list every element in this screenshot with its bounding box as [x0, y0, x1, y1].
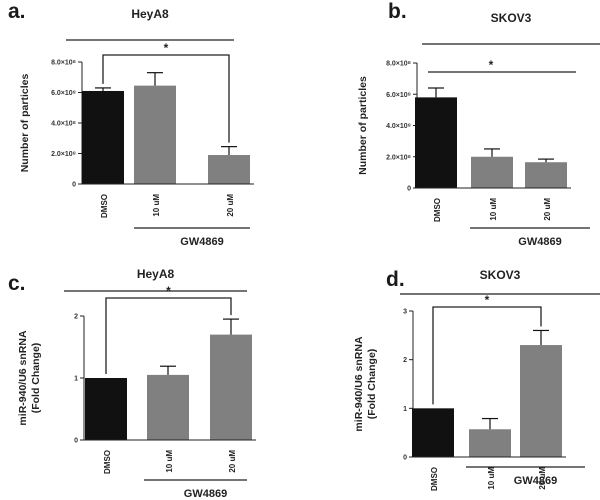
y-axis-label: (Fold Change) [30, 343, 42, 414]
chart-panel-3: d. SKOV3 0 1 2 3 miR-940/U6 snRNA (Fold Change)… [353, 268, 600, 491]
category-label: 20 uM [538, 467, 547, 490]
y-tick-label: 3 [403, 309, 407, 316]
chart-title: SKOV3 [491, 11, 532, 25]
y-tick-label: 2.0×10⁸ [386, 154, 411, 161]
bar-10-um [147, 374, 189, 440]
category-label: 10 uM [165, 450, 174, 473]
group-label: GW4869 [514, 475, 557, 487]
y-tick-label: 8.0×10⁸ [51, 60, 76, 67]
bar-20-um [525, 162, 567, 188]
bar-20-um [520, 345, 562, 457]
bar-dmso [415, 97, 457, 188]
group-label: GW4869 [184, 488, 227, 500]
category-label: DMSO [433, 198, 442, 222]
significance-mark: * [485, 293, 490, 307]
bar-dmso [82, 90, 124, 184]
y-axis-label: Number of particles [19, 74, 31, 173]
y-tick-label: 4.0×10⁸ [386, 123, 411, 130]
chart-title: HeyA8 [131, 7, 169, 21]
category-label: 20 uM [228, 450, 237, 473]
bar-20-um [208, 155, 250, 184]
significance-mark: * [166, 284, 171, 298]
chart-panel-1: b. SKOV3 0 2.0×10⁸ 4.0×10⁸ 6.0×10⁸ 8.0×10⁸ Numb… [357, 0, 600, 248]
y-tick-label: 0 [72, 182, 76, 189]
y-axis-label: miR-940/U6 snRNA [17, 330, 29, 426]
category-label: 10 uM [152, 194, 161, 217]
bar-10-um [134, 85, 176, 184]
category-label: DMSO [100, 194, 109, 218]
chart-title: SKOV3 [480, 268, 521, 282]
panel-letter: c. [8, 272, 26, 295]
significance-mark: * [489, 58, 494, 72]
chart-title: HeyA8 [137, 267, 175, 281]
group-label: GW4869 [180, 236, 223, 248]
y-axis-label: Number of particles [357, 76, 369, 175]
y-tick-label: 6.0×10⁸ [51, 90, 76, 97]
y-tick-label: 4.0×10⁸ [51, 121, 76, 128]
bar-10-um [469, 429, 511, 457]
y-tick-label: 1 [403, 406, 407, 413]
category-label: 10 uM [489, 198, 498, 221]
significance-bracket [105, 297, 232, 374]
bar-dmso [412, 408, 454, 457]
panel-letter: b. [388, 0, 407, 23]
y-tick-label: 0 [74, 438, 78, 445]
chart-panel-2: c. HeyA8 0 1 2 miR-940/U6 snRNA (Fold Change) D… [8, 267, 256, 500]
category-label: 10 uM [487, 467, 496, 490]
category-label: DMSO [103, 450, 112, 474]
y-tick-label: 1 [74, 376, 78, 383]
y-tick-label: 2 [74, 314, 78, 321]
bar-20-um [210, 334, 252, 440]
significance-mark: * [164, 41, 169, 55]
category-label: 20 uM [226, 194, 235, 217]
y-tick-label: 6.0×10⁸ [386, 92, 411, 99]
y-axis-label: miR-940/U6 snRNA [353, 336, 365, 432]
category-label: 20 uM [543, 198, 552, 221]
significance-bracket [432, 306, 542, 405]
y-tick-label: 0 [403, 455, 407, 462]
bar-10-um [471, 156, 513, 188]
group-label: GW4869 [518, 236, 561, 248]
y-axis-label: (Fold Change) [366, 349, 378, 420]
category-label: DMSO [430, 467, 439, 491]
significance-bracket [102, 54, 230, 143]
chart-panel-0: a. HeyA8 0 2.0×10⁸ 4.0×10⁸ 6.0×10⁸ 8.0×10⁸ Numb… [8, 0, 254, 248]
y-tick-label: 8.0×10⁸ [386, 61, 411, 68]
bar-dmso [85, 378, 127, 440]
y-tick-label: 0 [407, 186, 411, 193]
y-tick-label: 2.0×10⁸ [51, 151, 76, 158]
panel-letter: a. [8, 0, 26, 23]
panel-letter: d. [386, 268, 405, 291]
y-tick-label: 2 [403, 357, 407, 364]
